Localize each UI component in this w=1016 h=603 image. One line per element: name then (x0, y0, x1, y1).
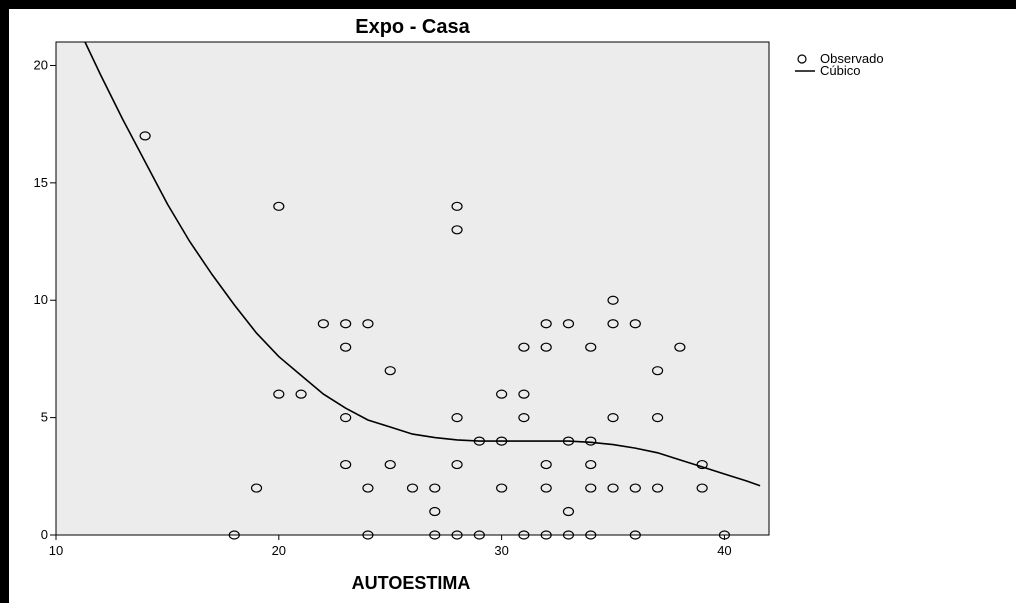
observed-point (451, 225, 463, 235)
observed-point (651, 366, 664, 376)
observed-point (473, 530, 485, 540)
observed-point (674, 342, 686, 352)
observed-point (250, 483, 263, 493)
observed-point (585, 342, 597, 352)
observed-point (585, 459, 597, 470)
observed-point (139, 131, 151, 141)
observed-point (496, 483, 508, 493)
y-tick-label: 0 (41, 527, 48, 542)
x-tick-label: 20 (272, 543, 286, 558)
y-tick-label: 20 (34, 57, 48, 72)
observed-point (362, 319, 374, 329)
observed-point (540, 530, 552, 540)
observed-point (607, 295, 619, 305)
plot-area (55, 41, 770, 536)
observed-point (540, 319, 552, 329)
observed-point (295, 389, 307, 399)
observed-point (384, 459, 396, 470)
observed-point (451, 530, 463, 540)
observed-point (473, 436, 485, 446)
y-tick-label: 5 (41, 410, 48, 425)
x-axis: 10 20 30 40 (49, 535, 732, 558)
observed-point (585, 436, 597, 446)
chart-frame: 0 5 10 15 20 10 20 30 40 Expo - Casa AUTOESTIMA… (9, 9, 1016, 603)
observed-point (362, 483, 374, 493)
observed-point (496, 389, 508, 399)
observed-point (629, 483, 641, 493)
chart-title: Expo - Casa (355, 16, 470, 38)
observed-point (384, 366, 396, 376)
observed-point (340, 413, 352, 423)
legend-observed-marker (797, 54, 807, 64)
observed-point (585, 483, 597, 493)
y-tick-label: 10 (34, 292, 48, 307)
observed-point (317, 319, 329, 329)
observed-point (696, 459, 708, 470)
observed-point (429, 483, 441, 493)
cubic-curve-layer (84, 41, 761, 487)
observed-point (429, 530, 441, 540)
y-axis: 0 5 10 15 20 (34, 57, 56, 542)
legend-observed-label: Observado (820, 51, 884, 66)
observed-point (540, 483, 552, 493)
observed-point (228, 530, 240, 540)
cubic-fit-line (84, 41, 761, 487)
observed-point (406, 483, 419, 493)
observed-point (518, 342, 530, 352)
x-tick-label: 30 (494, 543, 508, 558)
observed-point (518, 389, 530, 399)
observed-point (651, 483, 664, 493)
observed-point (451, 459, 463, 470)
observed-point (340, 342, 352, 352)
scatter-chart: 0 5 10 15 20 10 20 30 40 Expo - Casa AUTOESTIMA… (34, 16, 884, 593)
observed-point (518, 413, 530, 423)
observed-point (340, 319, 352, 329)
observed-point (607, 319, 619, 329)
observed-point (651, 413, 664, 423)
legend: Observado Cúbico (795, 51, 884, 78)
observed-point (696, 483, 708, 493)
observed-point (451, 201, 463, 211)
observed-point (629, 319, 641, 329)
observed-point (562, 319, 575, 329)
observed-point (362, 530, 374, 540)
observed-point (540, 459, 552, 470)
observed-point (607, 413, 619, 423)
observed-point (451, 413, 463, 423)
observed-point (562, 436, 575, 446)
observed-point (429, 506, 441, 517)
legend-cubic-label: Cúbico (820, 63, 860, 78)
observed-point (540, 342, 552, 352)
x-tick-label: 40 (717, 543, 731, 558)
observed-point (629, 530, 641, 540)
observed-point (585, 530, 597, 540)
observed-point (562, 506, 575, 517)
observed-point (273, 389, 285, 399)
observed-point (518, 530, 530, 540)
y-tick-label: 15 (34, 175, 48, 190)
observed-point (607, 483, 619, 493)
observed-point (496, 436, 508, 446)
observed-point (562, 530, 575, 540)
observed-point (340, 459, 352, 470)
observed-point (273, 201, 285, 211)
x-tick-label: 10 (49, 543, 63, 558)
x-axis-label: AUTOESTIMA (352, 573, 471, 593)
